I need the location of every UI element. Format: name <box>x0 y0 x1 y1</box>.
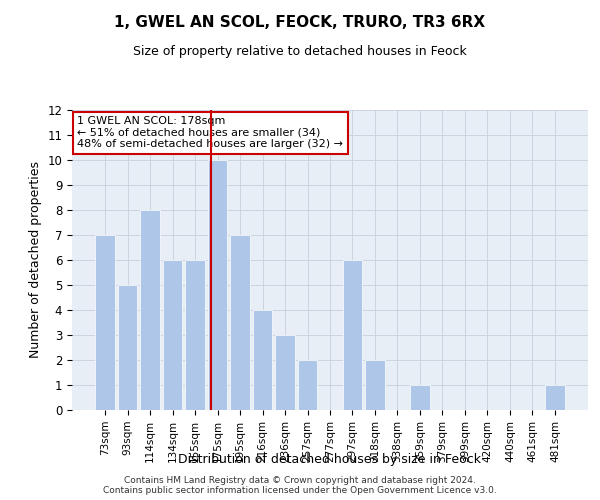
Bar <box>163 260 182 410</box>
Bar <box>140 210 160 410</box>
Bar <box>275 335 295 410</box>
Bar <box>410 385 430 410</box>
Text: Size of property relative to detached houses in Feock: Size of property relative to detached ho… <box>133 45 467 58</box>
Bar <box>545 385 565 410</box>
Y-axis label: Number of detached properties: Number of detached properties <box>29 162 42 358</box>
Bar <box>208 160 227 410</box>
Bar <box>185 260 205 410</box>
Bar <box>298 360 317 410</box>
Bar <box>253 310 272 410</box>
Text: 1, GWEL AN SCOL, FEOCK, TRURO, TR3 6RX: 1, GWEL AN SCOL, FEOCK, TRURO, TR3 6RX <box>115 15 485 30</box>
Text: Distribution of detached houses by size in Feock: Distribution of detached houses by size … <box>179 452 482 466</box>
Bar <box>343 260 362 410</box>
Text: 1 GWEL AN SCOL: 178sqm
← 51% of detached houses are smaller (34)
48% of semi-det: 1 GWEL AN SCOL: 178sqm ← 51% of detached… <box>77 116 343 149</box>
Bar <box>365 360 385 410</box>
Bar <box>95 235 115 410</box>
Bar <box>230 235 250 410</box>
Text: Contains HM Land Registry data © Crown copyright and database right 2024.
Contai: Contains HM Land Registry data © Crown c… <box>103 476 497 495</box>
Bar <box>118 285 137 410</box>
